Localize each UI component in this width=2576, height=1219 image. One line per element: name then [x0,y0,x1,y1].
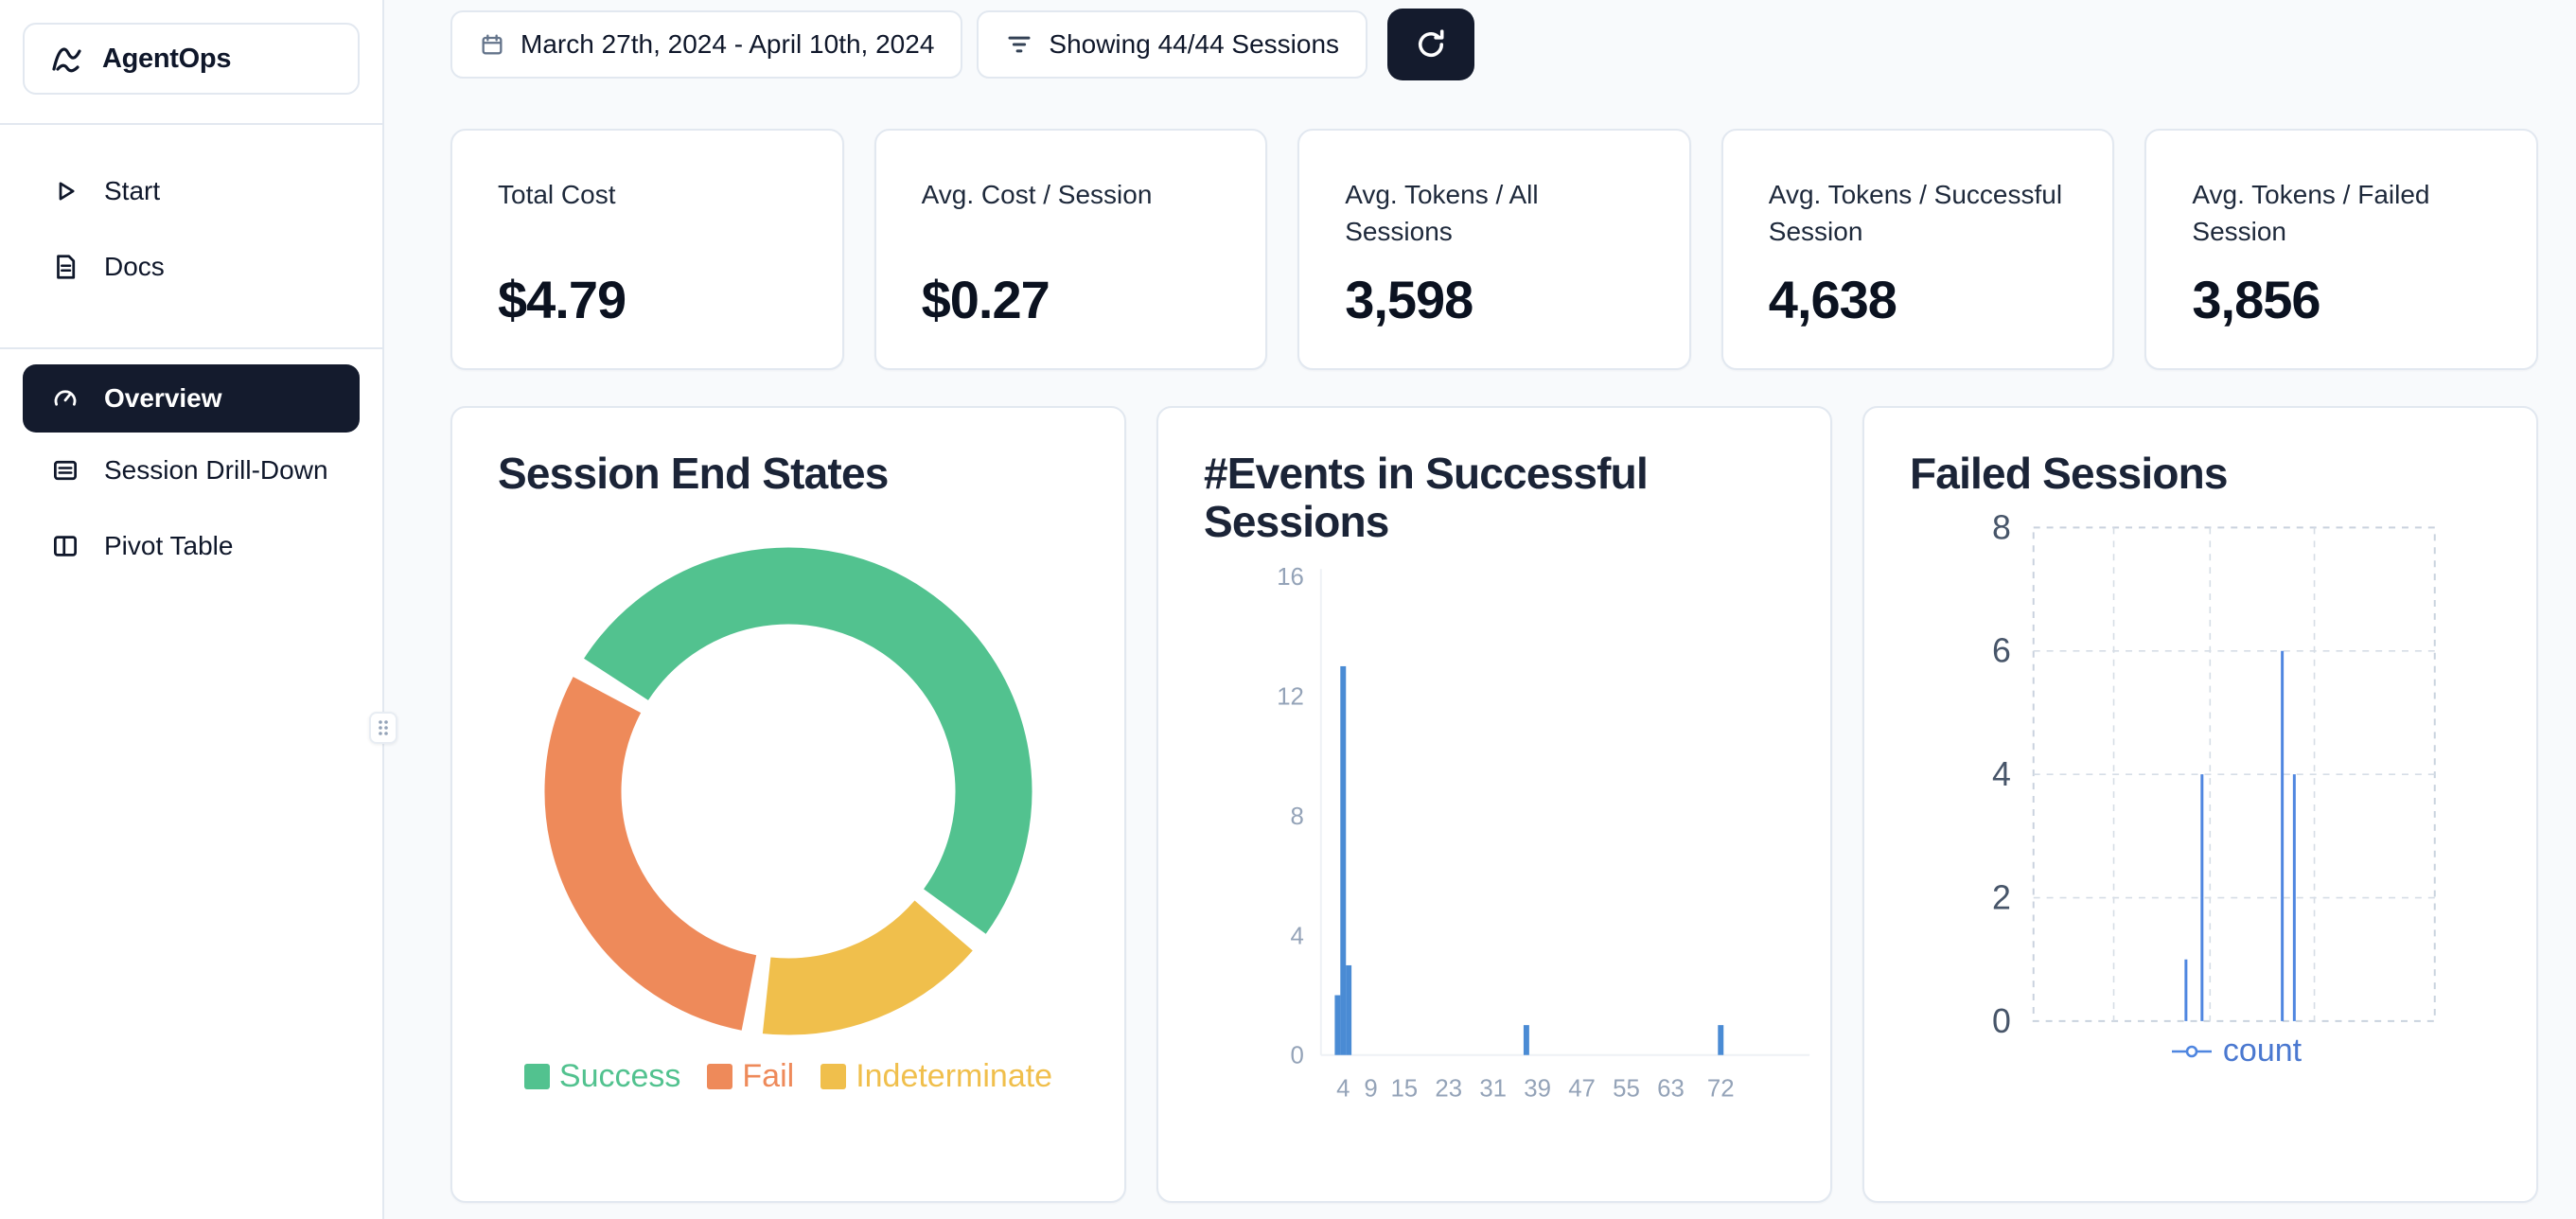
date-range-picker[interactable]: March 27th, 2024 - April 10th, 2024 [450,10,963,79]
sidebar-item-start[interactable]: Start [0,153,382,229]
events-in-successful-sessions-card: #Events in Successful Sessions 0 4 8 12 16 4 9… [1156,406,1832,1203]
stat-card-total-cost: Total Cost $4.79 [450,129,844,370]
svg-text:4: 4 [1336,1076,1350,1103]
donut-legend: Success Fail Indeterminate [498,1058,1079,1095]
stat-card-avg-tokens-all: Avg. Tokens / All Sessions 3,598 [1297,129,1691,370]
stat-value: $0.27 [921,270,1050,329]
legend-swatch-indeterminate [820,1063,847,1089]
legend-item-indeterminate: Indeterminate [820,1058,1052,1095]
agentops-logo-icon [45,38,87,80]
list-card-icon [51,456,79,485]
legend-item-success: Success [523,1057,681,1095]
stats-row: Total Cost $4.79 Avg. Cost / Session $0.… [450,129,2538,370]
svg-text:31: 31 [1479,1076,1507,1103]
line-chart-legend: count [2035,1033,2439,1069]
table-columns-icon [51,532,79,560]
svg-text:0: 0 [1992,1002,2011,1040]
charts-row: Session End States Success Fail Indeterm… [450,406,2538,1203]
app-title: AgentOps [102,43,232,74]
svg-text:72: 72 [1707,1076,1735,1103]
main-content: March 27th, 2024 - April 10th, 2024 Show… [386,0,2576,1203]
legend-swatch-fail [707,1063,733,1089]
sidebar-item-label: Overview [104,383,222,413]
sidebar-nav-main: Overview Session Drill-Down Pivot Table [0,349,382,584]
stat-value: 3,598 [1345,270,1473,329]
svg-text:63: 63 [1657,1076,1685,1103]
failed-sessions-card: Failed Sessions 0 2 4 6 8 count [1862,406,2538,1203]
sidebar-divider [0,347,382,349]
svg-text:4: 4 [1992,755,2011,793]
grip-dots-icon [377,718,390,737]
calendar-icon [479,31,505,58]
stat-value: 4,638 [1768,270,1897,329]
sidebar: AgentOps Start Docs [0,0,384,1219]
sidebar-resize-handle[interactable] [369,712,397,744]
sessions-filter-label: Showing 44/44 Sessions [1049,29,1340,59]
refresh-icon [1414,27,1448,62]
stat-label: Avg. Tokens / All Sessions [1345,180,1539,247]
session-end-states-donut-chart[interactable] [533,536,1044,1047]
sidebar-item-pivot-table[interactable]: Pivot Table [0,508,382,584]
svg-text:2: 2 [1992,878,2011,916]
svg-text:39: 39 [1524,1076,1551,1103]
stat-label: Total Cost [498,180,616,209]
sidebar-item-label: Docs [104,252,165,281]
svg-text:16: 16 [1277,564,1304,591]
chart-title: Session End States [498,449,889,498]
sidebar-item-docs[interactable]: Docs [0,229,382,305]
sidebar-nav-top: Start Docs [0,125,382,305]
stat-label: Avg. Tokens / Successful Session [1768,180,2063,247]
session-end-states-card: Session End States Success Fail Indeterm… [450,406,1126,1203]
sidebar-item-label: Pivot Table [104,531,234,560]
legend-item-fail: Fail [707,1058,794,1095]
legend-label: Fail [742,1057,795,1094]
svg-text:0: 0 [1291,1043,1304,1069]
stat-value: 3,856 [2192,270,2320,329]
svg-text:23: 23 [1435,1076,1462,1103]
stat-card-avg-tokens-successful: Avg. Tokens / Successful Session 4,638 [1720,129,2115,370]
svg-text:47: 47 [1568,1076,1596,1103]
topbar: March 27th, 2024 - April 10th, 2024 Show… [450,9,2538,80]
svg-text:15: 15 [1390,1076,1418,1103]
svg-text:6: 6 [1992,632,2011,670]
failed-sessions-line-chart[interactable]: 0 2 4 6 8 [1864,408,2536,1201]
sidebar-item-session-drill-down[interactable]: Session Drill-Down [0,433,382,508]
stat-card-avg-tokens-failed: Avg. Tokens / Failed Session 3,856 [2144,129,2538,370]
svg-text:55: 55 [1613,1076,1640,1103]
svg-text:12: 12 [1277,683,1304,710]
sessions-filter[interactable]: Showing 44/44 Sessions [977,10,1368,79]
svg-text:9: 9 [1364,1076,1377,1103]
chart-title: Failed Sessions [1910,449,2229,498]
legend-label: Success [558,1057,681,1094]
stat-card-avg-cost-session: Avg. Cost / Session $0.27 [873,129,1268,370]
refresh-button[interactable] [1387,9,1475,80]
stat-label: Avg. Tokens / Failed Session [2192,180,2430,247]
sidebar-divider [0,123,382,125]
play-icon [51,177,79,205]
line-legend-marker-icon [2171,1044,2212,1059]
legend-swatch-success [523,1063,550,1089]
stat-label: Avg. Cost / Session [921,180,1153,209]
gauge-icon [51,384,79,413]
line-legend-label: count [2222,1033,2303,1069]
stat-value: $4.79 [498,270,626,329]
logo-box[interactable]: AgentOps [23,23,360,95]
sidebar-item-overview[interactable]: Overview [23,364,360,433]
date-range-label: March 27th, 2024 - April 10th, 2024 [520,29,935,59]
legend-label: Indeterminate [856,1057,1053,1094]
sidebar-item-label: Session Drill-Down [104,455,328,485]
document-icon [51,253,79,281]
svg-text:8: 8 [1992,508,2011,546]
filter-icon [1005,30,1033,59]
sidebar-item-label: Start [104,176,161,205]
chart-title: #Events in Successful Sessions [1204,449,1649,546]
svg-text:8: 8 [1291,804,1304,830]
svg-text:4: 4 [1291,923,1304,949]
